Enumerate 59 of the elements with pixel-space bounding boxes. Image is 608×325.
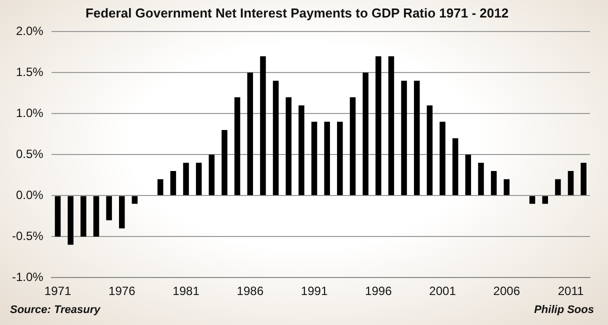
bar: [170, 171, 176, 196]
bar: [388, 56, 394, 196]
bar: [157, 179, 164, 196]
bar: [350, 97, 356, 196]
bar: [414, 80, 420, 196]
y-tick-label: 1.5%: [16, 64, 44, 79]
x-tick-label: 1986: [236, 284, 264, 298]
bar: [80, 196, 86, 237]
y-tick-label: 1.0%: [16, 106, 44, 120]
x-tick-label: 2006: [493, 284, 520, 298]
x-tick-label: 2001: [429, 284, 456, 298]
bar: [54, 196, 61, 237]
bar: [542, 196, 548, 204]
x-tick-label: 1976: [108, 284, 136, 298]
x-tick-label: 2011: [558, 284, 584, 298]
bar: [478, 162, 484, 196]
bar: [196, 162, 202, 196]
bar: [555, 179, 561, 196]
bar: [376, 56, 382, 196]
bar: [580, 162, 586, 196]
text: Philip Soos: [534, 304, 594, 316]
y-tick-label: 2.0%: [16, 24, 44, 38]
bar: [426, 105, 433, 196]
bar: [401, 80, 407, 196]
bar: [504, 179, 510, 196]
bar: [234, 97, 240, 196]
y-tick-label: -1.0%: [12, 270, 44, 284]
bar: [260, 56, 266, 196]
bar: [362, 72, 368, 196]
bar: [68, 196, 74, 245]
bar: [93, 196, 100, 237]
bar: [337, 122, 343, 196]
x-tick-label: 1996: [365, 284, 392, 298]
bar: [183, 162, 189, 196]
x-tick-label: 1971: [44, 284, 72, 298]
y-tick-label: 0.5%: [16, 146, 44, 161]
bar: [298, 105, 304, 196]
bar: [222, 130, 228, 196]
chart-title: Federal Government Net Interest Payments to GDP Ratio 1971 - 2012: [85, 5, 509, 20]
bar: [465, 154, 472, 196]
source-note: Source: Treasury: [10, 304, 100, 316]
bar: [106, 196, 112, 220]
bar: [272, 80, 279, 196]
bar: [452, 138, 458, 196]
bar: [132, 196, 138, 204]
x-tick-label: 1981: [172, 284, 200, 298]
bar: [440, 122, 446, 196]
y-tick-label: -0.5%: [12, 228, 44, 243]
y-tick-label: 0.0%: [16, 188, 44, 202]
bar: [529, 196, 536, 204]
bar: [247, 72, 254, 196]
bar: [324, 122, 330, 196]
bar: [568, 171, 574, 196]
bar: [311, 122, 318, 196]
bar: [490, 171, 497, 196]
bar: [286, 97, 292, 196]
bar: [119, 196, 125, 228]
bar: [208, 154, 215, 196]
x-tick-label: 1991: [300, 284, 328, 298]
